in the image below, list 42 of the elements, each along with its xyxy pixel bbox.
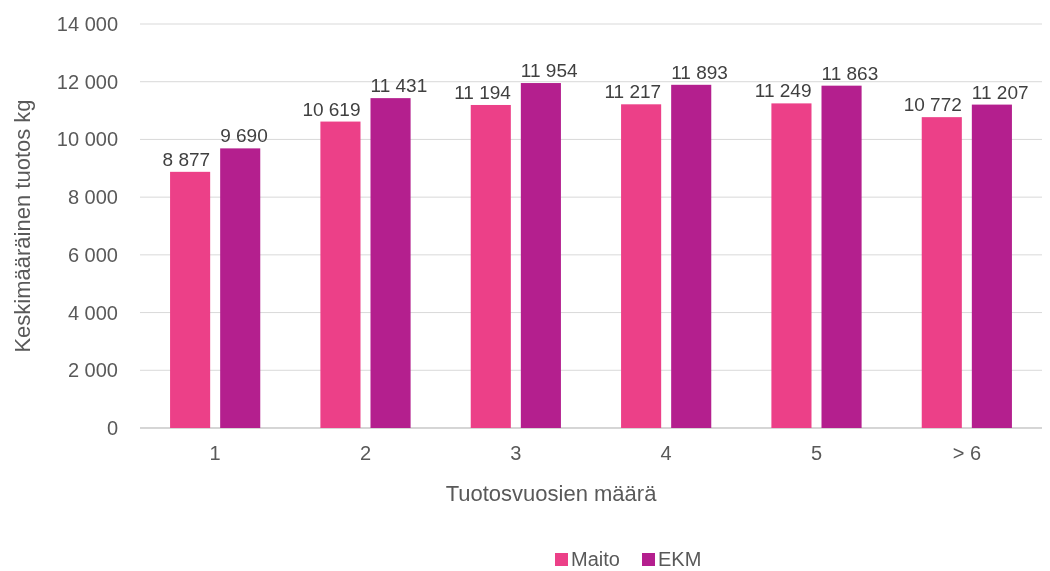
bar — [921, 117, 962, 428]
data-label: 11 954 — [520, 60, 578, 82]
data-label: 10 619 — [302, 98, 361, 120]
bar — [320, 121, 361, 428]
data-label: 11 217 — [604, 81, 662, 103]
bar — [621, 104, 662, 428]
y-tick-label: 8 000 — [67, 186, 118, 209]
y-tick-label: 10 000 — [56, 128, 118, 151]
x-axis-title: Tuotosvuosien määrä — [445, 481, 658, 506]
y-tick-label: 14 000 — [56, 13, 118, 35]
legend-label: Maito — [571, 548, 620, 570]
x-tick-label: 1 — [209, 442, 221, 464]
x-tick-label: 3 — [510, 442, 522, 464]
x-tick-label: > 6 — [952, 442, 982, 464]
y-tick-label: 4 000 — [67, 301, 118, 324]
bar — [370, 98, 411, 428]
y-axis-title: Keskimääräinen tuotos kg — [10, 99, 35, 353]
y-tick-label: 6 000 — [67, 243, 118, 266]
bar — [771, 103, 812, 428]
y-tick-label: 12 000 — [56, 70, 118, 93]
x-tick-label: 2 — [359, 442, 372, 464]
bar — [220, 148, 261, 428]
data-label: 11 207 — [971, 81, 1029, 103]
y-tick-label: 0 — [106, 417, 118, 439]
bar — [671, 84, 712, 428]
y-tick-label: 2 000 — [67, 359, 118, 382]
data-label: 10 772 — [903, 94, 962, 116]
bar — [821, 85, 862, 428]
data-label: 9 690 — [220, 125, 268, 147]
bar — [971, 104, 1012, 428]
x-tick-label: 4 — [660, 442, 672, 464]
data-label: 11 893 — [671, 61, 728, 83]
legend-label: EKM — [658, 548, 702, 570]
data-label: 11 431 — [370, 75, 428, 97]
bar — [170, 171, 211, 428]
data-label: 8 877 — [162, 148, 211, 170]
bar — [470, 104, 511, 428]
data-label: 11 194 — [454, 81, 512, 103]
data-label: 11 863 — [821, 62, 879, 84]
data-label: 11 249 — [754, 80, 812, 102]
x-tick-label: 5 — [810, 442, 823, 464]
bar — [520, 83, 561, 428]
